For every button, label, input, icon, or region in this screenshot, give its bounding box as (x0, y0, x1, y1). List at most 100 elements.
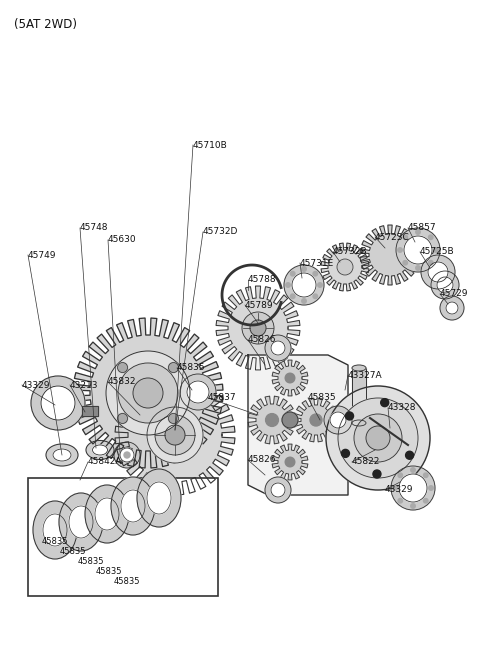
Circle shape (168, 413, 179, 424)
Circle shape (403, 235, 408, 239)
Circle shape (124, 452, 130, 458)
Circle shape (326, 386, 430, 490)
Circle shape (265, 335, 291, 361)
Circle shape (381, 399, 389, 407)
Polygon shape (248, 396, 296, 444)
Circle shape (346, 412, 354, 420)
Circle shape (265, 413, 278, 426)
Circle shape (398, 248, 402, 253)
Text: 43213: 43213 (70, 380, 98, 390)
Circle shape (431, 271, 459, 299)
Ellipse shape (147, 482, 171, 514)
Circle shape (165, 425, 185, 445)
Text: 45835: 45835 (42, 537, 69, 546)
Ellipse shape (53, 449, 71, 461)
Circle shape (187, 381, 209, 403)
Circle shape (434, 248, 438, 253)
Circle shape (284, 265, 324, 305)
Text: 45725B: 45725B (420, 247, 455, 256)
Circle shape (318, 283, 322, 287)
Circle shape (168, 363, 179, 373)
Ellipse shape (352, 365, 366, 371)
Circle shape (398, 473, 403, 478)
Circle shape (421, 255, 455, 289)
Circle shape (120, 448, 134, 462)
Circle shape (423, 499, 428, 503)
Circle shape (313, 272, 318, 276)
Polygon shape (248, 355, 348, 495)
Circle shape (428, 262, 448, 282)
Circle shape (403, 260, 408, 265)
Text: 45835: 45835 (60, 548, 86, 556)
Text: 45832: 45832 (108, 377, 136, 386)
Ellipse shape (59, 493, 103, 551)
Circle shape (406, 451, 414, 459)
Text: 43329: 43329 (22, 380, 50, 390)
Circle shape (155, 415, 195, 455)
Circle shape (423, 473, 428, 478)
Circle shape (290, 294, 295, 298)
Circle shape (398, 499, 403, 503)
Circle shape (338, 398, 418, 478)
Text: 45835: 45835 (177, 363, 205, 373)
Circle shape (354, 414, 402, 462)
Text: 45835: 45835 (308, 394, 336, 403)
Circle shape (285, 373, 295, 383)
Circle shape (429, 235, 433, 239)
Ellipse shape (46, 444, 78, 466)
Ellipse shape (85, 485, 129, 543)
Polygon shape (115, 375, 235, 495)
Bar (352, 368, 366, 423)
Circle shape (31, 376, 85, 430)
Ellipse shape (33, 501, 77, 559)
Text: 45749: 45749 (28, 251, 57, 260)
Circle shape (416, 266, 420, 270)
Ellipse shape (69, 506, 93, 538)
Circle shape (271, 341, 285, 355)
Bar (28, 478, 218, 596)
Circle shape (411, 504, 415, 508)
Circle shape (242, 312, 274, 344)
Circle shape (437, 277, 453, 293)
Text: 43329: 43329 (385, 485, 413, 495)
Ellipse shape (111, 477, 155, 535)
Text: 45835: 45835 (96, 567, 122, 577)
Text: 45842A: 45842A (88, 457, 122, 466)
Circle shape (429, 485, 433, 490)
Circle shape (292, 273, 316, 297)
Circle shape (440, 296, 464, 320)
Text: 43328: 43328 (388, 403, 417, 413)
Ellipse shape (121, 490, 145, 522)
Text: 45723C: 45723C (375, 232, 410, 241)
Circle shape (106, 351, 190, 435)
Circle shape (324, 406, 352, 434)
Text: 45732B: 45732B (333, 247, 368, 256)
Text: 45732D: 45732D (203, 228, 239, 237)
Polygon shape (272, 360, 308, 396)
Text: 45729: 45729 (440, 289, 468, 298)
Circle shape (446, 302, 458, 314)
Circle shape (286, 283, 290, 287)
Bar (352, 368, 366, 423)
Circle shape (271, 483, 285, 497)
Text: 45837: 45837 (208, 394, 237, 403)
Ellipse shape (86, 440, 114, 459)
Circle shape (366, 426, 390, 450)
Circle shape (302, 298, 306, 303)
Circle shape (411, 468, 415, 472)
Bar (82, 406, 98, 416)
Text: 45835: 45835 (78, 558, 105, 567)
Circle shape (118, 363, 128, 373)
Text: 45748: 45748 (80, 224, 108, 232)
Ellipse shape (43, 514, 67, 546)
Polygon shape (360, 225, 420, 285)
Text: 45835: 45835 (114, 577, 141, 586)
Circle shape (147, 407, 203, 463)
Circle shape (114, 442, 140, 468)
Circle shape (373, 470, 381, 478)
Text: 45710B: 45710B (193, 140, 228, 150)
Text: 45630: 45630 (108, 236, 137, 245)
Circle shape (337, 259, 353, 275)
Text: 45822: 45822 (352, 457, 380, 466)
Circle shape (41, 386, 75, 420)
